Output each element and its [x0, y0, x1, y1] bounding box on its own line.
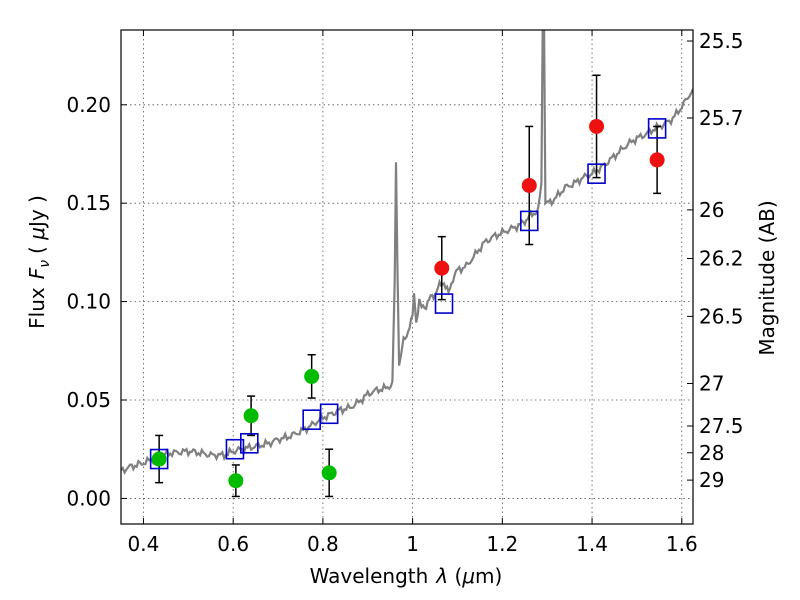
green-data-point: [151, 451, 167, 467]
red-data-point: [434, 260, 450, 276]
model-photometry-square: [519, 210, 539, 232]
model-photometry-square: [319, 403, 339, 425]
green-data-point: [321, 465, 337, 481]
y2-tick-label: 26.2: [699, 246, 744, 270]
model-photometry-square: [302, 409, 321, 430]
grid-lines: [121, 30, 693, 524]
y-tick-label: 0.15: [66, 191, 111, 215]
x-tick-label: 0.4: [128, 532, 160, 556]
model-photometry-square: [434, 293, 454, 314]
x-tick-label: 1: [406, 532, 419, 556]
x-tick-label: 1.6: [666, 532, 698, 556]
model-spectrum-line: [121, 30, 693, 476]
y-tick-label: 0.00: [66, 486, 111, 510]
model-photometry-square: [587, 163, 606, 184]
y2-tick-label: 26.5: [699, 304, 744, 328]
y2-tick-label: 29: [699, 468, 724, 492]
red-data-point: [589, 118, 605, 134]
y2-tick-label: 25.7: [699, 106, 744, 130]
error-bars: [155, 74, 662, 498]
model-spectrum: [121, 30, 693, 476]
green-data-point: [243, 408, 259, 424]
model-photometry-square: [240, 433, 259, 454]
y2-tick-label: 28: [699, 441, 724, 465]
y-tick-label: 0.10: [66, 290, 111, 314]
x-tick-label: 0.6: [217, 532, 249, 556]
x-axis-label: Wavelength λ (μm): [310, 564, 503, 588]
red-data-point: [649, 152, 665, 168]
model-photometry-square: [647, 118, 667, 139]
plot-frame: [120, 29, 694, 525]
y2-axis-label: Magnitude (AB): [755, 200, 779, 355]
y2-tick-label: 27.5: [699, 414, 744, 438]
data-points: [149, 118, 667, 489]
y2-tick-label: 25.5: [699, 29, 744, 53]
green-data-point: [228, 473, 244, 489]
model-photometry-square: [149, 448, 169, 470]
y2-tick-label: 27: [699, 371, 724, 395]
model-photometry-square: [225, 438, 245, 460]
x-tick-label: 1.4: [576, 532, 608, 556]
x-tick-label: 1.2: [486, 532, 518, 556]
y2-tick-label: 26: [699, 198, 724, 222]
y-tick-label: 0.20: [66, 93, 111, 117]
y-axis-label: FluxFν( μJy ): [25, 195, 53, 329]
x-tick-label: 0.8: [307, 532, 339, 556]
green-data-point: [304, 368, 320, 384]
red-data-point: [521, 177, 537, 193]
axis-ticks: 0.4 0.6 0.8 1 1.2 1.4 1.6 0.00 0.05 0.10 0.15 0.20 2…: [66, 29, 743, 556]
y-tick-label: 0.05: [66, 388, 111, 412]
